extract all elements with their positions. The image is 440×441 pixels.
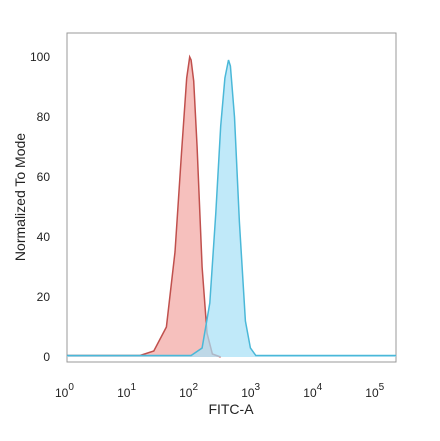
- x-tick-label: 102: [179, 382, 198, 400]
- y-tick-label: 20: [37, 290, 51, 304]
- y-tick-label: 60: [37, 170, 51, 184]
- y-tick-label: 0: [43, 350, 50, 364]
- y-axis-title: Normalized To Mode: [12, 133, 28, 261]
- y-tick-labels: 0 20 40 60 80 100: [30, 50, 50, 364]
- series-2-area: [67, 60, 396, 357]
- y-tick-label: 40: [37, 230, 51, 244]
- y-tick-label: 100: [30, 50, 50, 64]
- x-tick-label: 105: [365, 382, 384, 400]
- x-tick-labels: 100 101 102 103 104 105: [55, 382, 385, 400]
- series-1-line: [67, 54, 221, 358]
- x-tick-label: 103: [241, 382, 260, 400]
- x-tick-label: 104: [303, 382, 322, 400]
- y-tick-label: 80: [37, 110, 51, 124]
- x-axis-title: FITC-A: [208, 401, 254, 417]
- series-layer: [67, 54, 396, 358]
- series-1-area: [67, 57, 221, 357]
- x-tick-label: 100: [55, 382, 74, 400]
- x-tick-label: 101: [117, 382, 136, 400]
- series-2-line: [67, 59, 396, 357]
